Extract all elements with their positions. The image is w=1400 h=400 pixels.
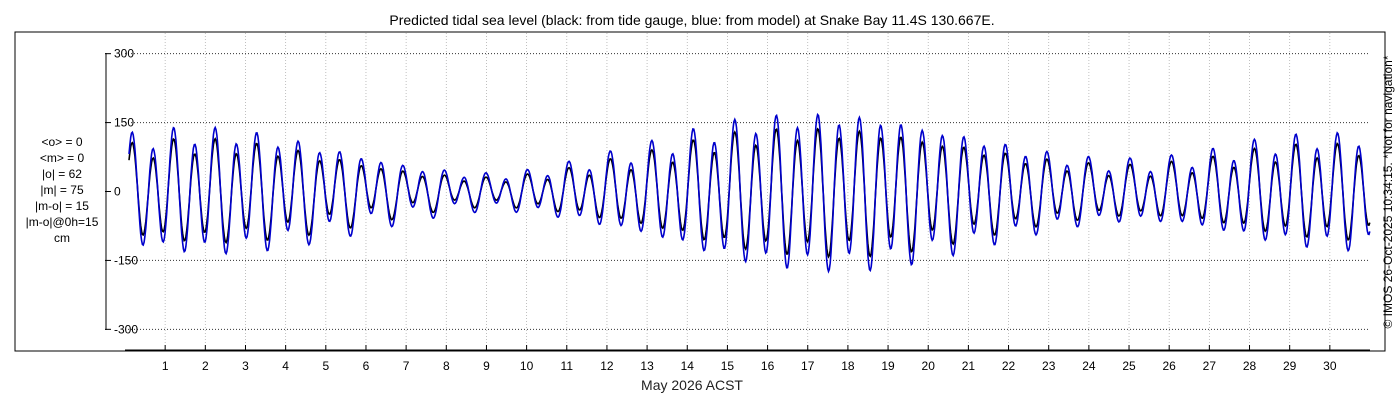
x-tick-label: 9 (483, 359, 490, 373)
x-tick-label: 14 (681, 359, 695, 373)
x-tick-label: 1 (162, 359, 169, 373)
x-tick-label: 12 (600, 359, 614, 373)
x-tick-label: 5 (322, 359, 329, 373)
axis-layer: 1 2 3 4 5 6 7 8 9 10 11 12 13 14 15 16 17 18 19 20 21 22 23 24 2… (105, 47, 1370, 373)
stat-mean-observed: <o> = 0 (41, 135, 82, 149)
x-tick-label: 26 (1163, 359, 1177, 373)
stat-abs-diff-0h: |m-o|@0h=15 (26, 215, 99, 229)
x-tick-label: 16 (761, 359, 775, 373)
x-tick-label: 23 (1042, 359, 1056, 373)
x-tick-label: 13 (640, 359, 654, 373)
x-tick-label: 8 (443, 359, 450, 373)
grid-layer (125, 33, 1370, 350)
x-tick-label: 27 (1203, 359, 1217, 373)
series-layer (128, 112, 1371, 274)
x-tick-label: 6 (363, 359, 370, 373)
x-axis-label: May 2026 ACST (641, 377, 743, 393)
x-tick-label: 22 (1002, 359, 1016, 373)
x-tick-label: 24 (1082, 359, 1096, 373)
x-tick-label: 7 (403, 359, 410, 373)
x-tick-label: 17 (801, 359, 815, 373)
y-tick-label: 0 (114, 185, 121, 199)
x-tick-label: 19 (881, 359, 895, 373)
stat-abs-diff: |m-o| = 15 (35, 199, 89, 213)
chart-title: Predicted tidal sea level (black: from t… (389, 12, 994, 28)
y-tick-label: -300 (114, 322, 138, 336)
x-tick-label: 25 (1122, 359, 1136, 373)
y-tick-label: 300 (114, 47, 134, 61)
stats-panel: <o> = 0 <m> = 0 |o| = 62 |m| = 75 |m-o| … (26, 135, 99, 245)
copyright-notice: © IMOS 26-Oct-2025 10:34:15. *Not for na… (1381, 55, 1395, 328)
x-tick-label: 29 (1283, 359, 1297, 373)
x-tick-label: 2 (202, 359, 209, 373)
stat-abs-model: |m| = 75 (40, 183, 84, 197)
y-tick-label: -150 (114, 253, 138, 267)
x-tick-label: 10 (520, 359, 534, 373)
x-tick-label: 3 (242, 359, 249, 373)
x-tick-label: 30 (1323, 359, 1337, 373)
stat-mean-model: <m> = 0 (40, 151, 85, 165)
x-tick-label: 20 (922, 359, 936, 373)
outer-frame (14, 31, 1386, 352)
stat-abs-observed: |o| = 62 (42, 167, 82, 181)
x-tick-label: 4 (282, 359, 289, 373)
stat-units: cm (54, 231, 70, 245)
x-tick-label: 18 (841, 359, 855, 373)
series-line-model (128, 112, 1371, 274)
x-tick-label: 15 (721, 359, 735, 373)
x-tick-label: 21 (962, 359, 976, 373)
x-tick-label: 28 (1243, 359, 1257, 373)
x-tick-label: 11 (561, 359, 574, 373)
y-tick-label: 150 (114, 116, 134, 130)
